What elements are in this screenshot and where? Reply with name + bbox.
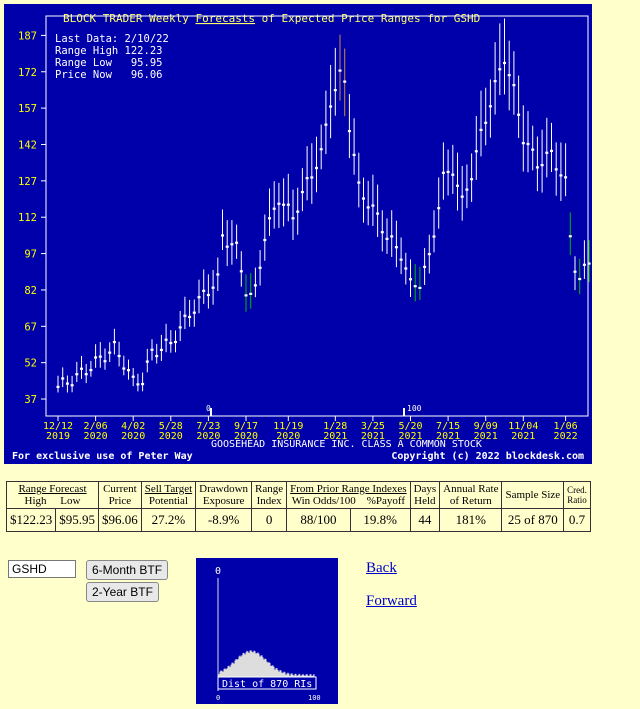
dist-histogram	[218, 650, 315, 677]
info-range-high: Range High 122.23	[55, 45, 162, 57]
dist-axis-max: 100	[308, 694, 321, 702]
val-price: $96.06	[98, 508, 142, 532]
x-tick-label: 2021	[436, 431, 460, 442]
y-tick-label: 37	[24, 394, 37, 406]
footer-copyright: Copyright (c) 2022 blockdesk.com	[391, 450, 584, 462]
x-tick-label: 12/12	[43, 421, 73, 432]
x-tick-label: 1/06	[554, 421, 578, 432]
symbol-input[interactable]	[8, 560, 76, 578]
x-tick-label: 11/04	[508, 421, 538, 432]
y-tick-label: 82	[24, 285, 37, 297]
y-tick-label: 67	[24, 321, 37, 333]
info-range-low: Range Low 95.95	[55, 57, 162, 69]
back-link[interactable]: Back	[366, 560, 397, 576]
plot-frame	[45, 15, 589, 417]
distribution-panel: 0 Dist of 870 RIs 0 100	[196, 558, 338, 704]
hdr-drawdown: Drawdown Exposure	[195, 481, 253, 509]
chart-title: BLOCK TRADER Weekly Forecasts of Expecte…	[63, 12, 480, 25]
x-tick-label: 2021	[398, 431, 422, 442]
dist-axis-min: 0	[216, 694, 220, 702]
val-payoff: 19.8%	[349, 508, 411, 532]
six-month-btf-button[interactable]: 6-Month BTF	[86, 560, 169, 580]
x-tick-label: 2020	[159, 431, 183, 442]
val-potential: 27.2%	[140, 508, 197, 532]
x-tick-label: 1/28	[323, 421, 347, 432]
x-tick-label: 2019	[46, 431, 70, 442]
hdr-sample-size: Sample Size	[501, 481, 565, 509]
x-tick-label: 3/25	[361, 421, 385, 432]
dist-label: Dist of 870 RIs	[222, 679, 312, 690]
x-tick-label: 4/02	[121, 421, 145, 432]
dist-marker-label: 0	[215, 566, 221, 577]
x-tick-label: 2021	[361, 431, 385, 442]
x-tick-label: 2020	[84, 431, 108, 442]
distribution-chart: 0 Dist of 870 RIs 0 100	[215, 566, 321, 702]
val-low: $95.95	[55, 508, 99, 532]
val-sample: 25 of 870	[501, 508, 565, 532]
x-tick-label: 2020	[196, 431, 220, 442]
x-tick-label: 5/20	[398, 421, 422, 432]
x-tick-label: 9/17	[234, 421, 258, 432]
x-tick-label: 2021	[511, 431, 535, 442]
y-tick-label: 172	[18, 67, 37, 79]
info-last-data: Last Data: 2/10/22	[55, 33, 169, 45]
marker-high-label: 100	[407, 404, 422, 413]
x-tick-label: 2020	[121, 431, 145, 442]
x-tick-label: 5/28	[159, 421, 183, 432]
forecast-chart-svg: BLOCK TRADER Weekly Forecasts of Expecte…	[12, 12, 591, 462]
forward-link[interactable]: Forward	[366, 593, 417, 609]
hdr-range-index: Range Index	[251, 481, 288, 509]
x-tick-label: 2/06	[84, 421, 108, 432]
val-ratio: 0.7	[563, 508, 591, 532]
y-tick-label: 52	[24, 358, 37, 370]
val-annual: 181%	[439, 508, 503, 532]
forecast-chart: BLOCK TRADER Weekly Forecasts of Expecte…	[4, 4, 592, 464]
x-tick-label: 2020	[276, 431, 300, 442]
val-index: 0	[251, 508, 288, 532]
marker-low-label: 0	[206, 404, 211, 413]
footer-exclusive: For exclusive use of Peter Way	[12, 450, 193, 462]
val-win-odds: 88/100	[286, 508, 351, 532]
dist-label-box	[217, 676, 317, 690]
hdr-cred-ratio: Cred. Ratio	[563, 481, 591, 509]
x-tick-label: 9/09	[474, 421, 498, 432]
y-tick-label: 127	[18, 176, 37, 188]
hdr-annual-rate: Annual Rate of Return	[439, 481, 503, 509]
x-tick-label: 7/23	[196, 421, 220, 432]
y-tick-label: 187	[18, 30, 37, 42]
val-high: $122.23	[5, 508, 57, 532]
company-name: GOOSEHEAD INSURANCE INC. CLASS A COMMON …	[211, 439, 482, 450]
hdr-sell-target: Sell Target Potential	[140, 481, 197, 509]
y-tick-label: 157	[18, 103, 37, 115]
y-tick-label: 97	[24, 249, 37, 261]
two-year-btf-button[interactable]: 2-Year BTF	[86, 582, 159, 602]
x-tick-label: 2020	[234, 431, 258, 442]
hdr-days-held: Days Held	[409, 481, 441, 509]
val-held: 44	[409, 508, 441, 532]
info-price-now: Price Now 96.06	[55, 69, 162, 81]
hdr-prior-range: From Prior Range Indexes Win Odds/100 %Pa…	[286, 481, 411, 509]
x-tick-label: 11/19	[273, 421, 303, 432]
x-tick-label: 2021	[323, 431, 347, 442]
x-tick-label: 2022	[554, 431, 578, 442]
stats-table: Range Forecast High Low Current Price Sell…	[5, 481, 591, 532]
x-tick-label: 2021	[474, 431, 498, 442]
hdr-current-price: Current Price	[98, 481, 142, 509]
x-tick-label: 7/15	[436, 421, 460, 432]
val-exposure: -8.9%	[195, 508, 253, 532]
y-tick-label: 112	[18, 212, 37, 224]
hdr-range-forecast: Range Forecast High Low	[6, 481, 99, 509]
y-tick-label: 142	[18, 139, 37, 151]
